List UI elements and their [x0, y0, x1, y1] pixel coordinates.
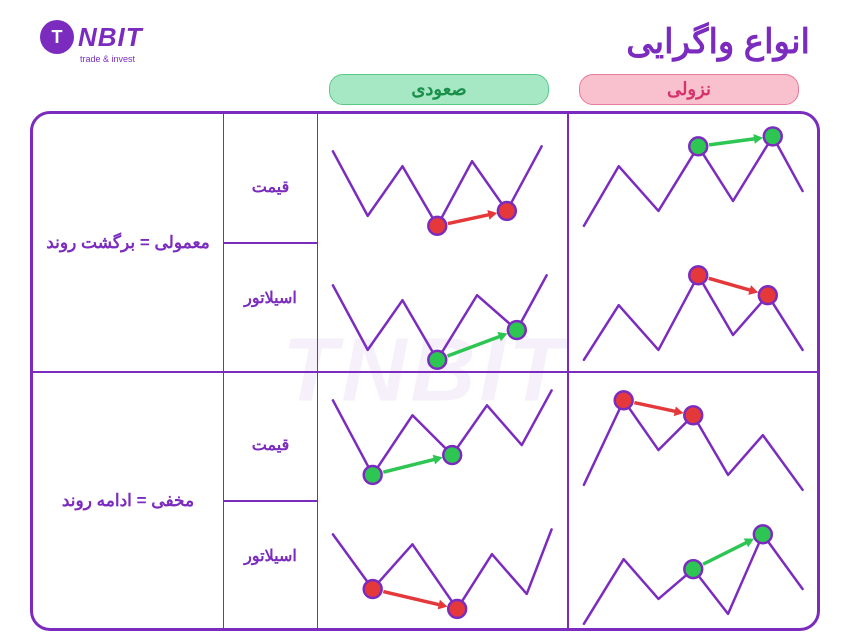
column-header-bearish: نزولی [579, 74, 799, 105]
cell-hidden-bullish-price [318, 373, 567, 507]
logo-text: NBIT [78, 22, 143, 53]
row-regular: معمولی = برگشت روند قیمت اسیلاتور [33, 114, 817, 371]
sublabel-price: قیمت [224, 391, 317, 501]
page-title: انواع واگرایی [626, 22, 810, 62]
cell-regular-bearish-price [569, 114, 818, 248]
row-hidden: مخفی = ادامه روند قیمت اسیلاتور [33, 371, 817, 628]
brand-logo: T NBIT trade & invest [40, 20, 143, 64]
divergence-grid: TNBIT معمولی = برگشت روند قیمت اسیلاتور … [30, 111, 820, 631]
col-bullish [318, 114, 567, 371]
logo-subtitle: trade & invest [80, 54, 135, 64]
column-header-bullish: صعودی [329, 74, 549, 105]
cell-regular-bullish-price [318, 114, 567, 248]
sublabel-oscillator: اسیلاتور [224, 501, 317, 611]
cell-hidden-bearish-osc [569, 507, 818, 631]
cell-hidden-bullish-osc [318, 507, 567, 631]
logo-icon: T [40, 20, 74, 54]
cell-regular-bearish-osc [569, 248, 818, 382]
col-bearish [567, 373, 818, 628]
cell-hidden-bearish-price [569, 373, 818, 507]
col-bullish [318, 373, 567, 628]
row-label-regular: معمولی = برگشت روند [33, 114, 223, 371]
row-label-hidden: مخفی = ادامه روند [33, 373, 223, 628]
sublabel-oscillator: اسیلاتور [224, 243, 317, 354]
sublabel-price: قیمت [224, 132, 317, 243]
cell-regular-bullish-osc [318, 248, 567, 382]
col-bearish [567, 114, 818, 371]
